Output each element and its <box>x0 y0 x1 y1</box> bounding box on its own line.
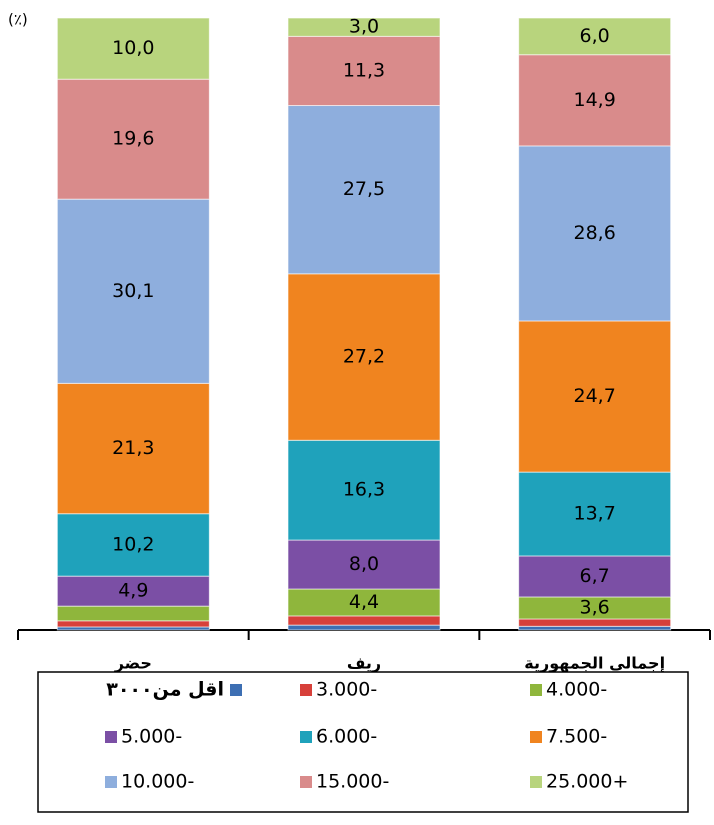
legend-swatch <box>530 684 542 696</box>
data-label: 3,6 <box>580 596 610 618</box>
data-label: 6,0 <box>580 25 610 47</box>
bar-segment <box>287 35 441 107</box>
bar-segment <box>56 198 210 384</box>
bar-segment <box>518 320 672 473</box>
data-label: 21,3 <box>112 437 154 459</box>
bar-segment <box>518 17 672 56</box>
data-label: 24,7 <box>574 385 616 407</box>
bar-segment <box>287 624 441 631</box>
data-label: 6,7 <box>580 565 610 587</box>
data-label: 27,5 <box>343 178 385 200</box>
data-label: 14,9 <box>574 89 616 111</box>
bar-segment <box>56 513 210 577</box>
bar-segment <box>287 439 441 541</box>
legend-swatch <box>530 731 542 743</box>
bar-segment <box>287 539 441 590</box>
bar-segment <box>56 605 210 622</box>
legend-label: 5.000- <box>121 726 182 748</box>
bar-segment <box>56 17 210 80</box>
legend-label: 15.000- <box>316 771 389 793</box>
bar-segment <box>518 471 672 557</box>
data-label: 13,7 <box>574 503 616 525</box>
legend-swatch <box>105 776 117 788</box>
data-label: 16,3 <box>343 479 385 501</box>
legend-swatch <box>530 776 542 788</box>
bar-segment <box>56 575 210 607</box>
data-label: 10,2 <box>112 533 154 555</box>
data-label: 4,4 <box>349 591 379 613</box>
legend-box <box>37 671 689 813</box>
data-label: 3,0 <box>349 16 379 38</box>
legend-swatch <box>105 731 117 743</box>
bar-segment <box>518 625 672 631</box>
x-tick-label: حضر <box>114 654 152 673</box>
bar-segment <box>287 17 441 37</box>
bar-segment <box>56 620 210 628</box>
bar-segment <box>287 105 441 275</box>
data-label: 19,6 <box>112 128 154 150</box>
data-label: 28,6 <box>574 222 616 244</box>
data-label: 27,2 <box>343 346 385 368</box>
x-tick-label: إجمالى الجمهورية <box>524 654 665 673</box>
legend-label: 7.500- <box>546 726 607 748</box>
legend-swatch <box>300 684 312 696</box>
legend-swatch <box>300 776 312 788</box>
bar-segment <box>287 273 441 441</box>
bar-segment <box>518 54 672 147</box>
legend-label: 4.000- <box>546 679 607 701</box>
bar-segment <box>56 382 210 515</box>
data-label: 8,0 <box>349 553 379 575</box>
legend-label: 10.000- <box>121 771 194 793</box>
legend-label: 25.000+ <box>546 771 628 793</box>
bar-segment <box>518 145 672 322</box>
data-label: 11,3 <box>343 59 385 81</box>
x-tick-label: ريف <box>347 654 381 673</box>
bar-segment <box>518 555 672 598</box>
legend-label: 3.000- <box>316 679 377 701</box>
legend-swatch <box>230 684 242 696</box>
bar-segment <box>287 615 441 626</box>
data-label: 4,9 <box>118 580 148 602</box>
legend-label: اقل من٣٠٠٠ <box>106 679 224 701</box>
legend-label: 6.000- <box>316 726 377 748</box>
data-label: 30,1 <box>112 280 154 302</box>
legend-swatch <box>300 731 312 743</box>
bar-segment <box>56 78 210 200</box>
y-axis-label: (٪) <box>8 11 28 29</box>
data-label: 10,0 <box>112 37 154 59</box>
bar-segment <box>518 618 672 627</box>
